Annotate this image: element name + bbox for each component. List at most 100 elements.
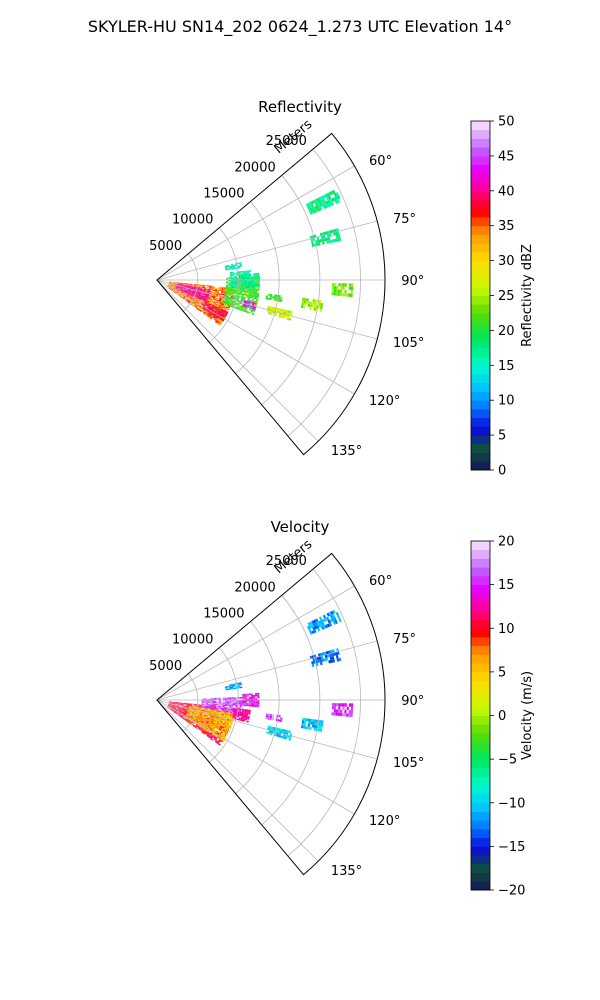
colorbar-band — [471, 435, 490, 445]
echo-cell — [255, 276, 258, 279]
echo-cell — [197, 724, 200, 727]
echo-cell — [208, 736, 211, 739]
echo-cell — [246, 700, 249, 702]
echo-cell — [177, 282, 180, 283]
echo-cell — [195, 712, 198, 715]
echo-cell — [222, 306, 226, 309]
echo-cell — [187, 710, 190, 712]
echo-cell — [211, 725, 214, 728]
echo-cell — [174, 711, 177, 713]
echo-cell — [222, 301, 225, 304]
echo-cell — [226, 720, 229, 722]
echo-cell — [231, 289, 235, 291]
echo-cell — [213, 286, 216, 289]
echo-cell — [182, 708, 185, 710]
echo-cell — [242, 703, 245, 705]
colorbar-band — [471, 182, 490, 192]
echo-cell — [187, 712, 190, 714]
echo-cell — [241, 296, 244, 299]
echo-cell — [211, 705, 214, 707]
colorbar-band — [471, 147, 490, 157]
echo-cell — [179, 283, 182, 285]
echo-cell — [177, 289, 180, 291]
echo-cell — [185, 292, 188, 294]
echo-cell — [243, 300, 247, 303]
colorbar-band — [471, 855, 490, 865]
echo-cell — [213, 724, 217, 727]
echo-cell — [210, 298, 213, 301]
echo-cell — [183, 712, 186, 714]
echo-cell — [319, 308, 323, 312]
echo-cell — [233, 683, 236, 686]
echo-cell — [255, 703, 258, 706]
echo-cell — [169, 706, 172, 708]
echo-cell — [173, 703, 176, 705]
echo-cell — [342, 703, 345, 707]
echo-cell — [227, 701, 230, 703]
echo-cell — [213, 296, 216, 298]
echo-cell — [186, 299, 189, 301]
echo-cell — [179, 703, 182, 704]
echo-cell — [217, 719, 221, 722]
echo-cell — [247, 717, 250, 720]
echo-cell — [248, 709, 251, 712]
echo-cell — [204, 293, 208, 296]
echo-cell — [205, 298, 208, 301]
echo-cell — [175, 288, 178, 290]
range-ring — [261, 175, 321, 406]
echo-cell — [207, 703, 211, 705]
echo-cell — [168, 282, 171, 284]
echo-cell — [284, 729, 287, 733]
echo-cell — [207, 290, 210, 293]
echo-cell — [252, 293, 255, 296]
echo-cell — [308, 721, 311, 725]
echo-cell — [332, 229, 335, 233]
echo-cell — [173, 708, 176, 710]
echo-cell — [225, 290, 228, 293]
echo-cell — [257, 285, 260, 288]
colorbar-band — [471, 645, 490, 655]
echo-cell — [185, 286, 188, 287]
echo-cell — [250, 289, 254, 292]
colorbar-band — [471, 846, 490, 856]
echo-cell — [328, 660, 331, 664]
echo-cell — [214, 722, 218, 725]
echo-cell — [189, 285, 192, 287]
colorbar-band — [471, 243, 490, 253]
echo-cell — [237, 714, 240, 716]
echo-cell — [208, 289, 211, 292]
colorbar-band — [471, 190, 490, 200]
range-tick-label: 10000 — [172, 213, 213, 228]
echo-cell — [186, 712, 189, 715]
echo-cell — [209, 317, 213, 320]
echo-cell — [183, 706, 186, 708]
echo-cell — [190, 296, 193, 298]
echo-cell — [168, 703, 171, 705]
echo-cell — [169, 286, 172, 288]
echo-cell — [210, 291, 213, 293]
echo-cell — [225, 289, 228, 292]
echo-cell — [286, 729, 289, 733]
colorbar-band — [471, 400, 490, 410]
echo-cell — [201, 307, 205, 310]
echo-cell — [193, 299, 196, 302]
echo-cell — [273, 296, 277, 299]
echo-cell — [185, 284, 188, 286]
echo-cell — [206, 304, 209, 306]
echo-cell — [193, 304, 196, 307]
echo-cell — [225, 701, 228, 703]
echo-cell — [313, 304, 317, 308]
echo-cell — [229, 703, 232, 706]
echo-cell — [211, 729, 214, 732]
echo-cell — [216, 707, 219, 709]
echo-cell — [246, 289, 249, 292]
echo-cell — [242, 695, 245, 697]
echo-cell — [195, 714, 198, 716]
echo-cell — [241, 714, 244, 717]
range-tick-label: 15000 — [203, 186, 244, 201]
echo-cell — [210, 727, 213, 730]
echo-cell — [205, 716, 209, 718]
echo-cell — [189, 712, 192, 714]
echo-cell — [205, 305, 208, 307]
